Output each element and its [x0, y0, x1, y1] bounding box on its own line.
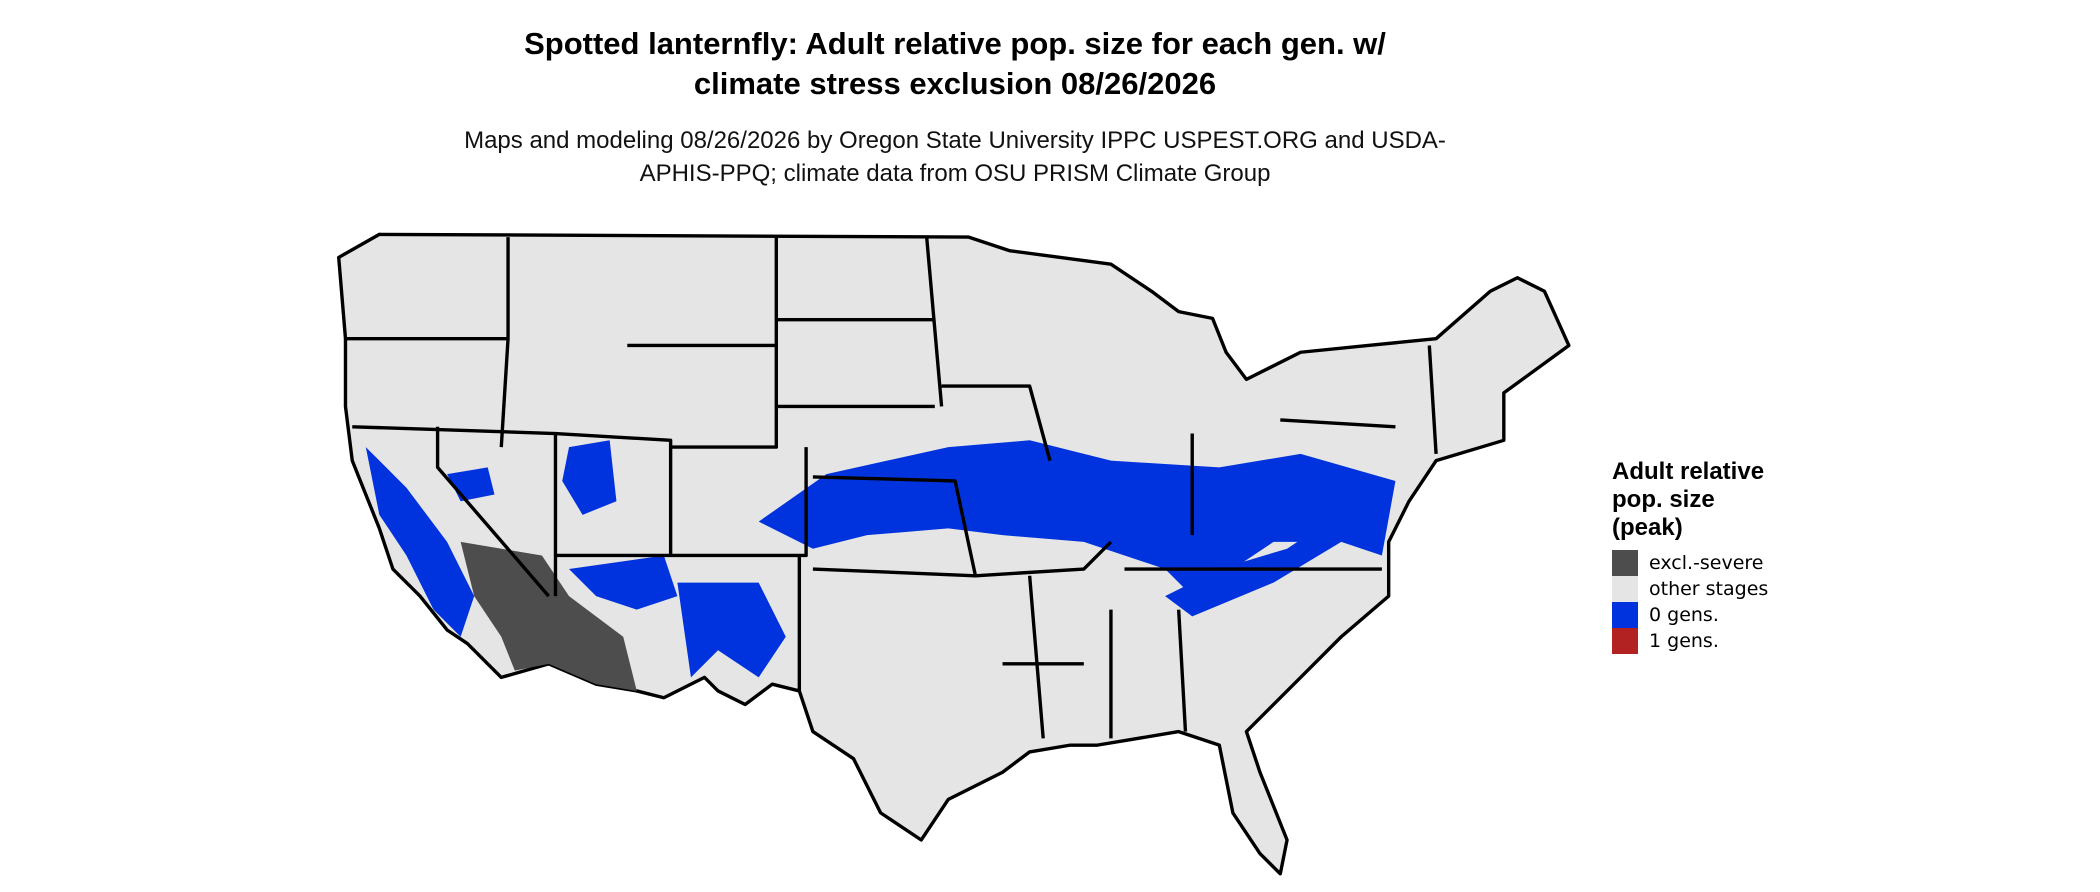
us-map — [337, 232, 1571, 876]
legend-label: other stages — [1649, 578, 1769, 600]
legend-label: excl.-severe — [1649, 552, 1764, 574]
legend-item: other stages — [1612, 576, 1792, 602]
excluded-area — [460, 541, 637, 691]
legend: Adult relative pop. size (peak) excl.-se… — [1612, 458, 1792, 654]
state-borders — [345, 236, 1438, 739]
legend-label: 0 gens. — [1649, 604, 1719, 626]
legend-label: 1 gens. — [1649, 630, 1719, 652]
legend-item: 0 gens. — [1612, 602, 1792, 628]
legend-title: Adult relative pop. size (peak) — [1612, 458, 1765, 541]
map-subtitle: Maps and modeling 08/26/2026 by Oregon S… — [464, 127, 1446, 187]
us-outline — [337, 232, 1571, 876]
legend-swatch — [1612, 576, 1638, 602]
legend-items: excl.-severe other stages 0 gens. 1 gens. — [1612, 550, 1792, 654]
legend-item: 1 gens. — [1612, 628, 1792, 654]
legend-swatch — [1612, 602, 1638, 628]
legend-item: excl.-severe — [1612, 550, 1792, 576]
map-title: Spotted lanternfly: Adult relative pop. … — [524, 26, 1386, 101]
legend-swatch — [1612, 628, 1638, 654]
legend-swatch — [1612, 550, 1638, 576]
